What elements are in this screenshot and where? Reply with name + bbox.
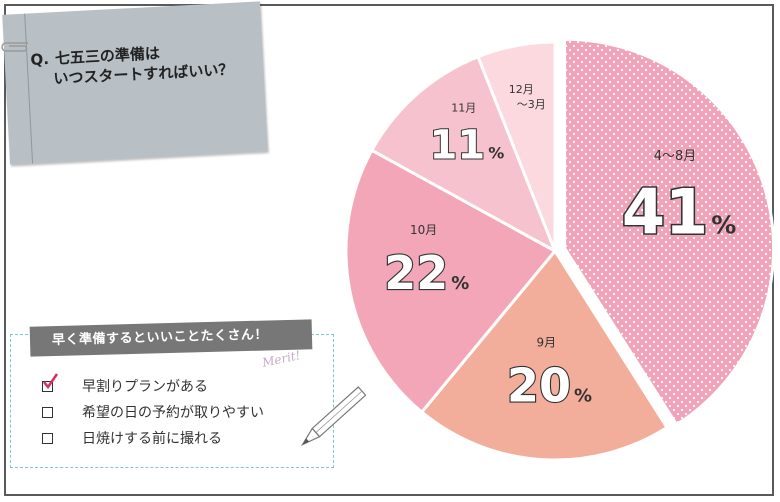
checkbox-empty	[42, 433, 53, 444]
slice-unit-2: %	[574, 386, 592, 407]
slice-label-2: 9月	[537, 336, 557, 350]
slice-value-4: 11	[430, 123, 486, 169]
pie-slice-1	[563, 37, 776, 427]
slice-value-3: 22	[384, 246, 448, 300]
merit-text-3: 日焼けする前に撮れる	[82, 431, 222, 447]
slice-unit-4: %	[488, 144, 504, 163]
slice-label-5: 12月	[509, 83, 534, 96]
pencil-icon	[300, 386, 366, 447]
check-icon	[43, 373, 59, 390]
paperclip-icon	[1, 42, 28, 52]
pie-slice-5	[476, 40, 557, 252]
pie-slice-2	[419, 248, 670, 462]
slice-label-5-cont: ～3月	[517, 98, 546, 111]
pie-slice-4	[369, 54, 558, 255]
slice-label-4: 11月	[451, 102, 476, 115]
pie-slice-3	[344, 148, 558, 415]
slice-value-2: 20	[507, 359, 571, 413]
slice-label-3: 10月	[410, 223, 437, 237]
slice-label-1: 4～8月	[654, 149, 697, 164]
merit-text-1: 早割りプランがある	[82, 379, 208, 395]
slice-unit-1: %	[711, 211, 736, 240]
merit-text-2: 希望の日の予約が取りやすい	[82, 405, 264, 421]
slice-unit-3: %	[451, 273, 469, 294]
checkbox-empty	[42, 407, 53, 418]
slice-value-1: 41	[622, 176, 708, 249]
